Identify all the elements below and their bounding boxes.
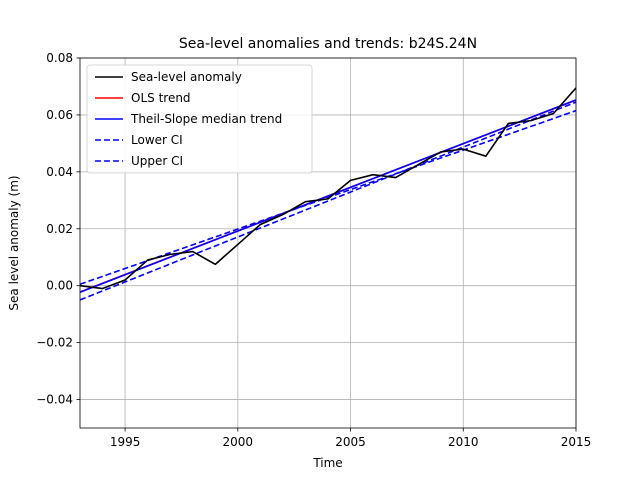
- series-line-theil-slope-median-trend: [80, 99, 576, 293]
- x-tick-label: 1995: [110, 435, 141, 449]
- series-line-lower-ci: [80, 101, 576, 301]
- x-axis-label: Time: [312, 456, 342, 470]
- legend-label: Upper CI: [131, 154, 183, 168]
- legend-label: Sea-level anomaly: [131, 70, 242, 84]
- x-tick-label: 2000: [223, 435, 254, 449]
- series-line-sea-level-anomaly: [80, 87, 576, 290]
- legend: Sea-level anomaly OLS trend Theil-Slope me…: [86, 64, 313, 174]
- legend-box: [86, 64, 313, 174]
- y-tick-label: 0.00: [46, 279, 73, 293]
- x-tick-label: 2005: [335, 435, 366, 449]
- plot-lines: [80, 87, 576, 301]
- y-tick-label: 0.02: [46, 222, 73, 236]
- y-tick-label: 0.04: [46, 165, 73, 179]
- x-tick-label: 2010: [448, 435, 479, 449]
- plot-frame: [79, 57, 577, 429]
- chart-title: Sea-level anomalies and trends: b24S.24N: [179, 36, 477, 52]
- legend-label: Lower CI: [131, 133, 183, 147]
- y-tick-label: 0.06: [46, 108, 73, 122]
- legend-label: Theil-Slope median trend: [130, 112, 282, 126]
- y-tick-label: −0.04: [36, 393, 73, 407]
- y-axis-label: Sea level anomaly (m): [7, 175, 21, 310]
- legend-label: OLS trend: [131, 91, 191, 105]
- y-tick-label: −0.02: [36, 336, 73, 350]
- series-line-upper-ci: [80, 109, 576, 286]
- axis-ticks: 1995 2000 2005 2010 2015 −0.04 −0.02 0.00 0.02 0.…: [36, 51, 591, 449]
- y-tick-label: 0.08: [46, 51, 73, 65]
- x-tick-label: 2015: [561, 435, 592, 449]
